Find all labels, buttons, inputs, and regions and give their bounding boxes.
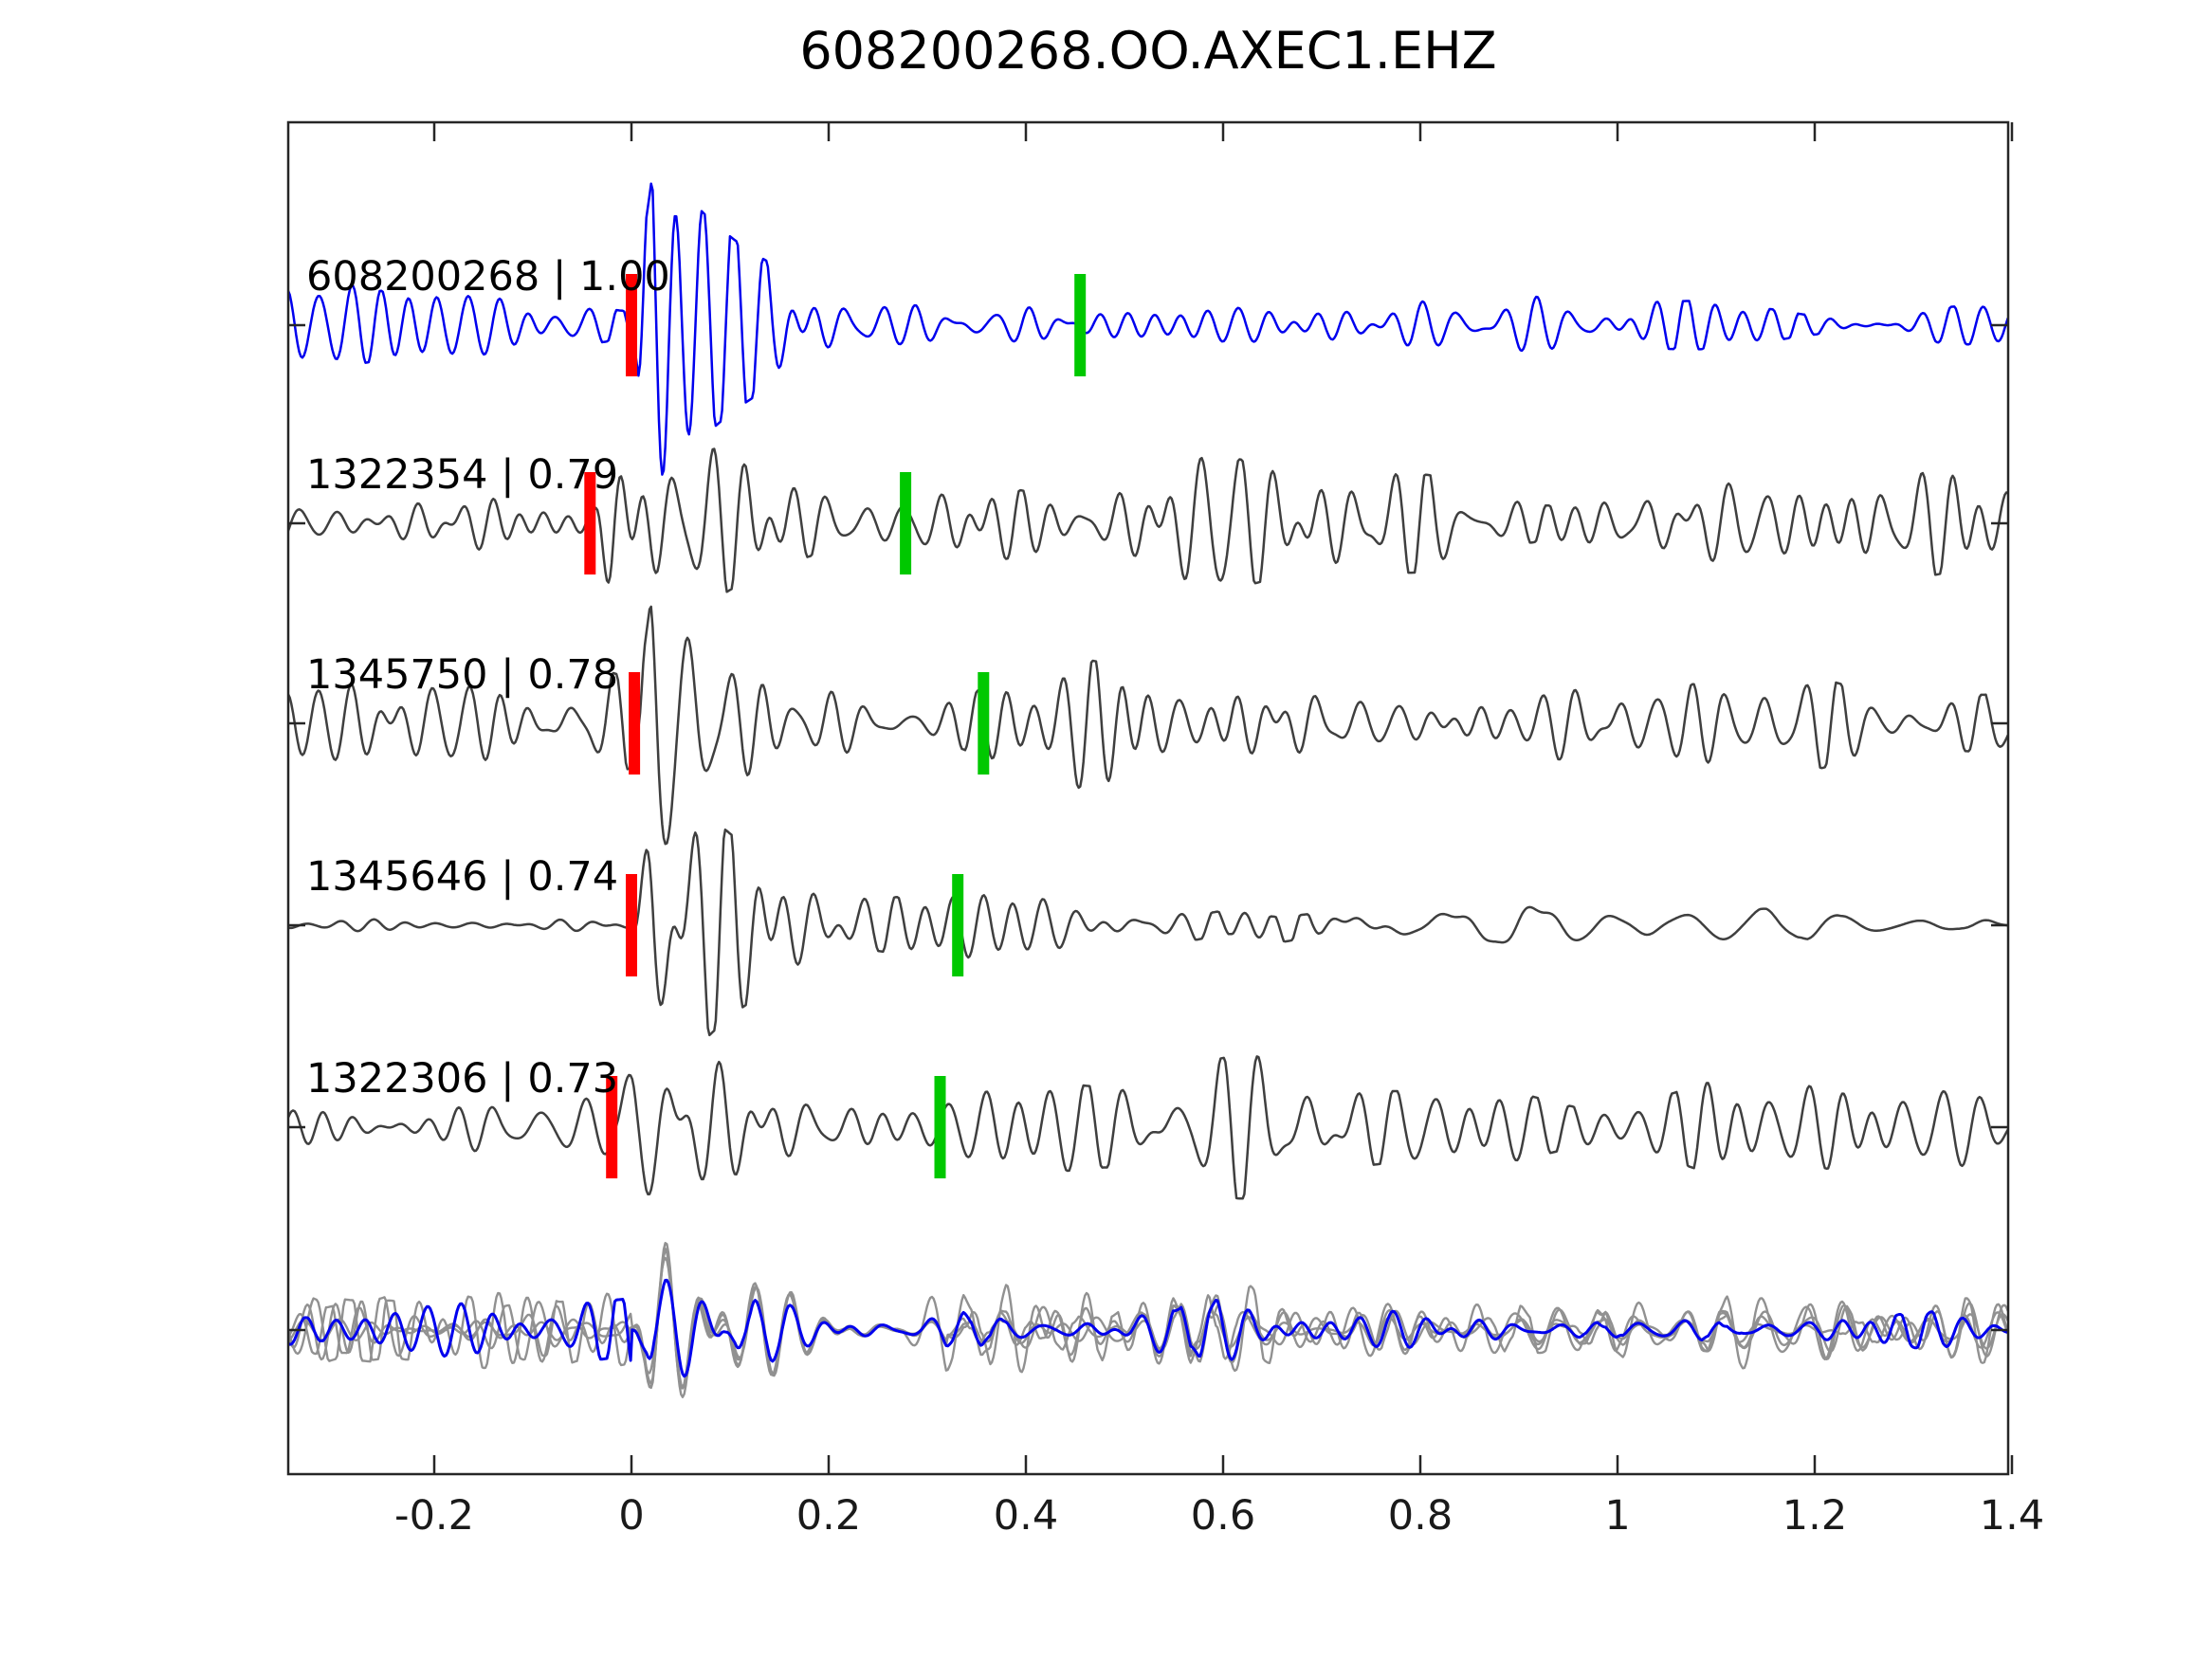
x-tick-label: 1.2 xyxy=(1782,1492,1848,1540)
pick-marker-1345750 xyxy=(629,672,641,775)
page-title: 608200268.OO.AXEC1.EHZ xyxy=(799,21,1497,81)
trace-1322306 xyxy=(288,1055,2008,1200)
x-tick-label: -0.2 xyxy=(394,1492,474,1540)
trace-label-1322306: 1322306 | 0.73 xyxy=(306,1055,619,1103)
pick-marker-1322354 xyxy=(584,472,596,574)
assoc-marker-1345750 xyxy=(978,672,990,775)
pick-marker-608200268 xyxy=(626,274,637,376)
overlay-reference-trace xyxy=(288,1278,2008,1378)
assoc-marker-608200268 xyxy=(1074,274,1087,376)
plot-frame xyxy=(286,120,2010,1476)
trace-1345750 xyxy=(288,605,2008,846)
trace-label-608200268: 608200268 | 1.00 xyxy=(306,253,670,301)
x-tick-label: 0.4 xyxy=(993,1492,1059,1540)
trace-label-1345646: 1345646 | 0.74 xyxy=(306,853,619,901)
trace-label-1345750: 1345750 | 0.78 xyxy=(306,651,619,699)
trace-1322354 xyxy=(288,447,2008,593)
x-tick-label: 0 xyxy=(618,1492,645,1540)
pick-marker-1322306 xyxy=(606,1076,618,1178)
x-tick-label: 1.4 xyxy=(1979,1492,2045,1540)
pick-marker-1345646 xyxy=(626,874,637,976)
trace-1345646 xyxy=(288,828,2008,1037)
trace-label-1322354: 1322354 | 0.79 xyxy=(306,451,619,499)
assoc-marker-1345646 xyxy=(952,874,964,976)
trace-area xyxy=(288,182,2008,1398)
x-tick-label: 0.8 xyxy=(1387,1492,1453,1540)
overlay-gray-trace-1345646 xyxy=(288,1247,2008,1390)
x-tick-label: 0.6 xyxy=(1190,1492,1256,1540)
trace-608200268 xyxy=(288,182,2008,476)
x-tick-label: 0.2 xyxy=(795,1492,862,1540)
x-tick-label: 1 xyxy=(1604,1492,1631,1540)
assoc-marker-1322354 xyxy=(900,472,912,574)
assoc-marker-1322306 xyxy=(934,1076,946,1178)
